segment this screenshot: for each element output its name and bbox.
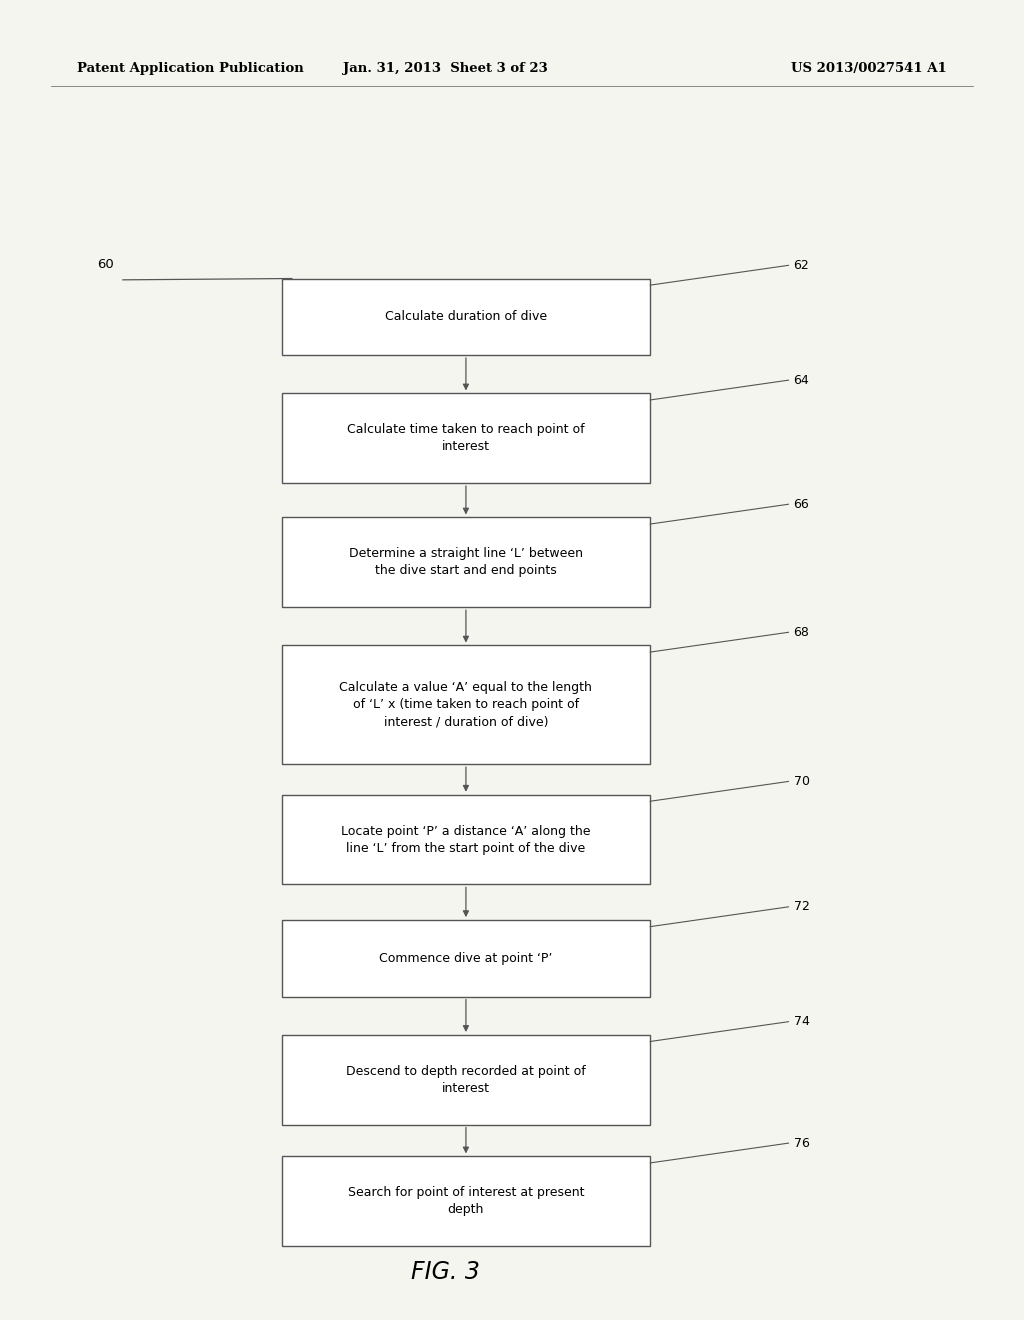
Bar <box>282 279 650 355</box>
Text: 66: 66 <box>794 498 809 511</box>
Text: 62: 62 <box>794 259 809 272</box>
Text: Patent Application Publication: Patent Application Publication <box>77 62 303 75</box>
Text: Commence dive at point ‘P’: Commence dive at point ‘P’ <box>379 952 553 965</box>
Text: 76: 76 <box>794 1137 810 1150</box>
Text: Search for point of interest at present
depth: Search for point of interest at present … <box>348 1187 584 1216</box>
Text: Calculate time taken to reach point of
interest: Calculate time taken to reach point of i… <box>347 424 585 453</box>
Text: US 2013/0027541 A1: US 2013/0027541 A1 <box>792 62 947 75</box>
Text: Locate point ‘P’ a distance ‘A’ along the
line ‘L’ from the start point of the d: Locate point ‘P’ a distance ‘A’ along th… <box>341 825 591 854</box>
Text: Calculate a value ‘A’ equal to the length
of ‘L’ x (time taken to reach point of: Calculate a value ‘A’ equal to the lengt… <box>340 681 592 729</box>
Text: 60: 60 <box>97 257 114 271</box>
Bar <box>282 645 650 764</box>
Text: Determine a straight line ‘L’ between
the dive start and end points: Determine a straight line ‘L’ between th… <box>349 548 583 577</box>
Bar <box>282 517 650 607</box>
Bar <box>282 920 650 997</box>
Text: 72: 72 <box>794 900 810 913</box>
Bar <box>282 393 650 483</box>
Text: FIG. 3: FIG. 3 <box>411 1261 480 1284</box>
Text: Calculate duration of dive: Calculate duration of dive <box>385 310 547 323</box>
Bar <box>282 1035 650 1125</box>
Bar <box>282 795 650 884</box>
Text: 74: 74 <box>794 1015 810 1028</box>
Text: 64: 64 <box>794 374 809 387</box>
Text: 70: 70 <box>794 775 810 788</box>
Bar <box>282 1156 650 1246</box>
Text: 68: 68 <box>794 626 810 639</box>
Text: Jan. 31, 2013  Sheet 3 of 23: Jan. 31, 2013 Sheet 3 of 23 <box>343 62 548 75</box>
Text: Descend to depth recorded at point of
interest: Descend to depth recorded at point of in… <box>346 1065 586 1094</box>
